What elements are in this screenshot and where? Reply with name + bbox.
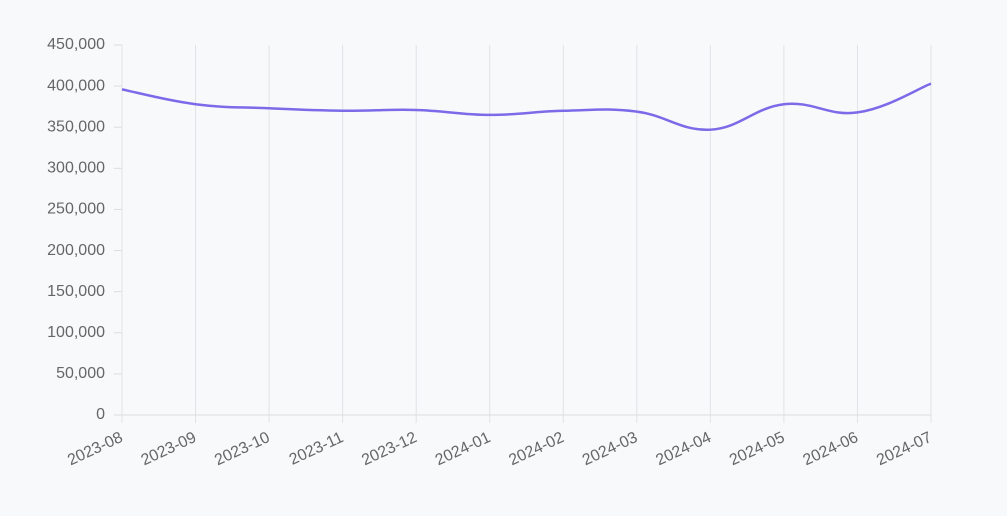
x-tick-label: 2023-12 [359, 429, 420, 469]
y-tick-label: 100,000 [47, 324, 105, 341]
x-tick-label: 2024-07 [874, 429, 935, 469]
y-tick-label: 50,000 [56, 365, 105, 382]
y-tick-label: 300,000 [47, 160, 105, 177]
line [121, 82, 932, 131]
y-tick-label: 250,000 [47, 201, 105, 218]
x-tick-label: 2023-09 [139, 429, 200, 469]
y-tick-label: 200,000 [47, 242, 105, 259]
x-tick-label: 2023-08 [65, 429, 126, 469]
y-tick-label: 350,000 [47, 118, 105, 135]
x-tick-label: 2024-01 [433, 429, 494, 469]
y-tick-label: 0 [96, 406, 105, 423]
x-tick-label: 2023-10 [212, 429, 273, 469]
y-tick-label: 400,000 [47, 77, 105, 94]
x-tick-label: 2024-06 [801, 429, 862, 469]
x-tick-label: 2024-03 [580, 429, 641, 469]
y-tick-label: 150,000 [47, 283, 105, 300]
y-tick-label: 450,000 [47, 36, 105, 53]
x-tick-label: 2024-02 [506, 429, 567, 469]
x-tick-label: 2023-11 [287, 429, 346, 469]
x-tick-label: 2024-05 [727, 429, 788, 469]
x-tick-label: 2024-04 [653, 429, 714, 469]
